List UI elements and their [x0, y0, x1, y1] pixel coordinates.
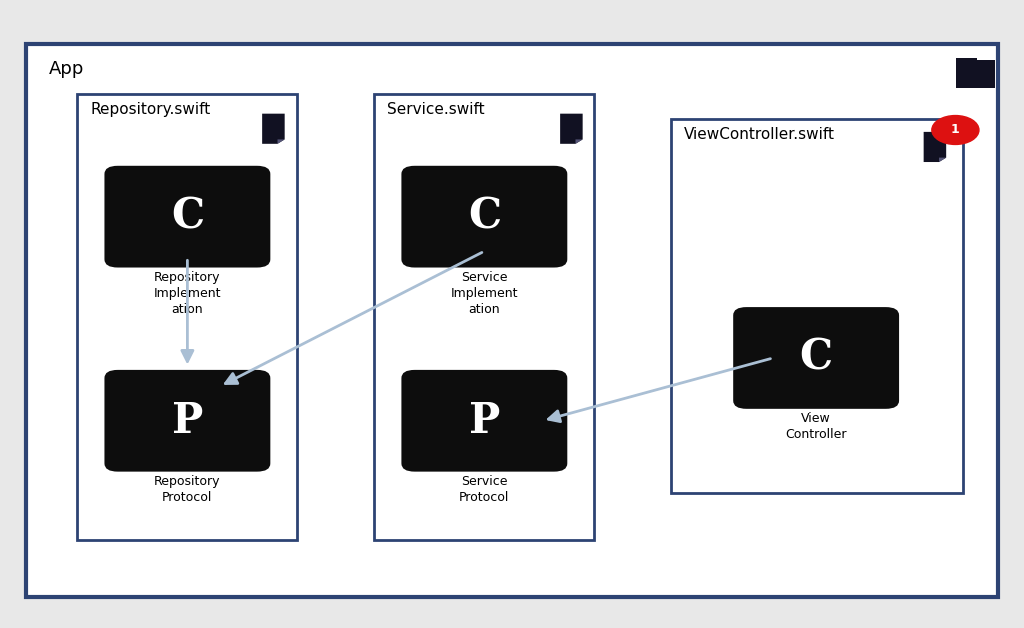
- FancyBboxPatch shape: [733, 307, 899, 409]
- FancyBboxPatch shape: [104, 166, 270, 268]
- FancyBboxPatch shape: [77, 94, 297, 540]
- Polygon shape: [560, 114, 583, 144]
- Text: Service
Implement
ation: Service Implement ation: [451, 271, 518, 316]
- Text: Repository
Implement
ation: Repository Implement ation: [154, 271, 221, 316]
- Text: ViewController.swift: ViewController.swift: [684, 127, 835, 142]
- Circle shape: [932, 116, 979, 144]
- Polygon shape: [262, 114, 285, 144]
- FancyBboxPatch shape: [401, 370, 567, 472]
- Polygon shape: [924, 132, 946, 162]
- FancyBboxPatch shape: [956, 60, 995, 88]
- Text: Service.swift: Service.swift: [387, 102, 484, 117]
- Polygon shape: [939, 158, 946, 162]
- Text: Repository
Protocol: Repository Protocol: [155, 475, 220, 504]
- Polygon shape: [575, 139, 583, 144]
- Text: View
Controller: View Controller: [785, 412, 847, 441]
- Text: C: C: [171, 196, 204, 237]
- FancyBboxPatch shape: [956, 58, 977, 67]
- Text: App: App: [49, 60, 85, 78]
- Text: Service
Protocol: Service Protocol: [459, 475, 510, 504]
- Text: P: P: [469, 400, 500, 441]
- Text: Repository.swift: Repository.swift: [90, 102, 210, 117]
- FancyBboxPatch shape: [26, 44, 998, 597]
- FancyBboxPatch shape: [374, 94, 594, 540]
- FancyBboxPatch shape: [104, 370, 270, 472]
- FancyBboxPatch shape: [671, 119, 963, 493]
- Text: 1: 1: [951, 124, 959, 136]
- Text: C: C: [800, 337, 833, 379]
- FancyBboxPatch shape: [401, 166, 567, 268]
- Polygon shape: [278, 139, 285, 144]
- Text: P: P: [172, 400, 203, 441]
- Text: C: C: [468, 196, 501, 237]
